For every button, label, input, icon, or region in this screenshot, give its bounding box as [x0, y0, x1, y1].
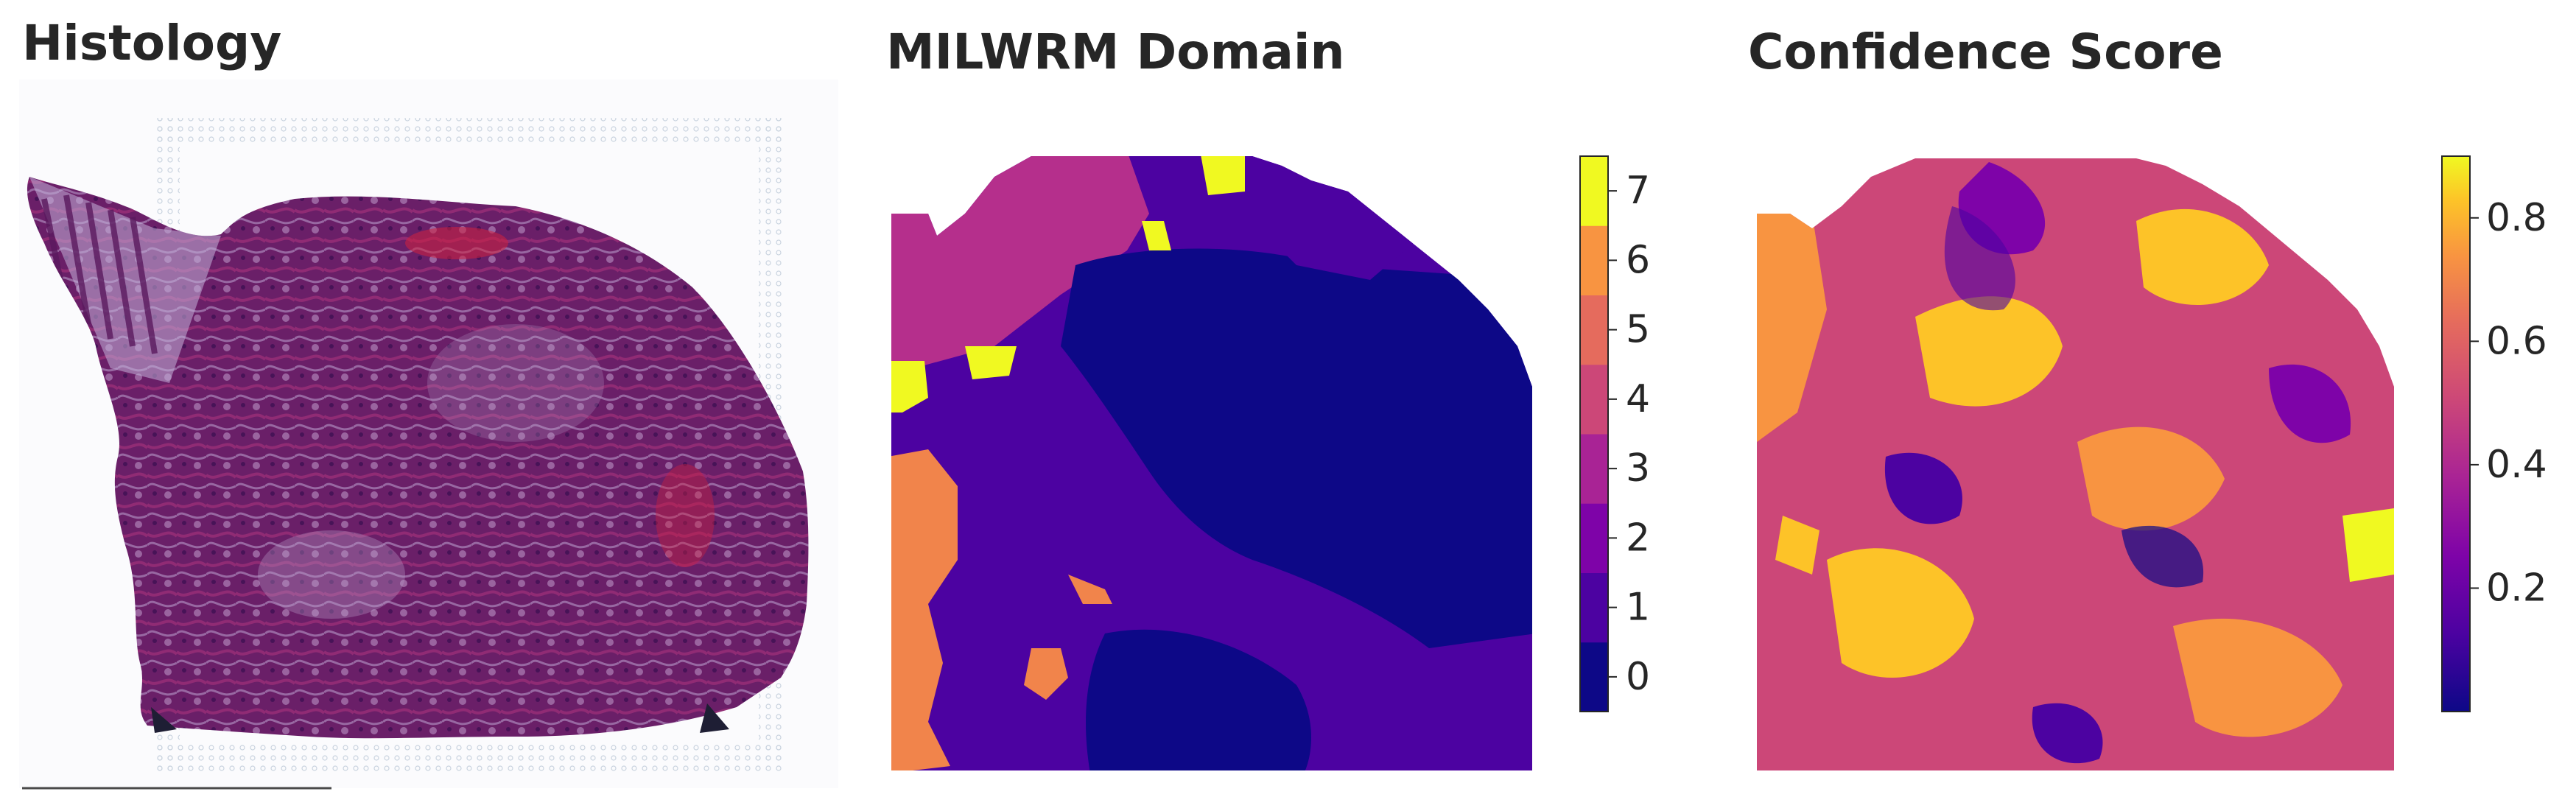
domain-colorbar-level: [1580, 434, 1608, 504]
domain-colorbar-tick-label: 4: [1626, 377, 1650, 421]
histology-panel: [19, 80, 838, 790]
confidence-colorbar-tick-label: 0.4: [2486, 443, 2547, 487]
domain-colorbar-level: [1580, 572, 1608, 643]
confidence-map: [1757, 158, 2394, 770]
confidence-colorbar-ticks: 0.2 0.4 0.6 0.8: [2470, 196, 2547, 610]
domain-colorbar-tick-label: 2: [1626, 516, 1650, 560]
domain-colorbar-tick-label: 7: [1626, 169, 1650, 213]
domain-colorbar-tick-label: 5: [1626, 308, 1650, 352]
tissue-fold: [151, 707, 177, 733]
domain-colorbar-outline: [1579, 155, 1609, 712]
domain-colorbar-level: [1580, 642, 1608, 712]
domain-colorbar: 0 1 2 3 4 5 6 7: [1579, 155, 1650, 712]
spot-grid-top: [155, 118, 785, 143]
confidence-title: Confidence Score: [1748, 24, 2223, 80]
domain-colorbar-tick-label: 3: [1626, 446, 1650, 491]
domain-title: MILWRM Domain: [886, 24, 1345, 80]
histology-title: Histology: [22, 15, 282, 71]
domain-colorbar-tick-label: 1: [1626, 586, 1650, 630]
confidence-panel: 0.2 0.4 0.6 0.8: [1757, 155, 2547, 770]
confidence-colorbar-tick-label: 0.8: [2486, 196, 2547, 240]
confidence-colorbar-tick-label: 0.2: [2486, 566, 2547, 610]
domain-colorbar-tick-label: 0: [1626, 655, 1650, 699]
domain-colorbar-level: [1580, 364, 1608, 435]
domain-colorbar-level: [1580, 295, 1608, 365]
domain-colorbar-level: [1580, 156, 1608, 226]
tissue-fold: [700, 703, 729, 733]
confidence-colorbar-tick-label: 0.6: [2486, 319, 2547, 363]
domain-panel: 0 1 2 3 4 5 6 7: [891, 155, 1650, 770]
spot-grid-bottom: [155, 744, 785, 773]
domain-colorbar-tick-label: 6: [1626, 238, 1650, 282]
domain-colorbar-level: [1580, 503, 1608, 573]
domain-colorbar-level: [1580, 225, 1608, 295]
domain-map: [891, 156, 1532, 770]
confidence-colorbar: [2441, 155, 2471, 712]
